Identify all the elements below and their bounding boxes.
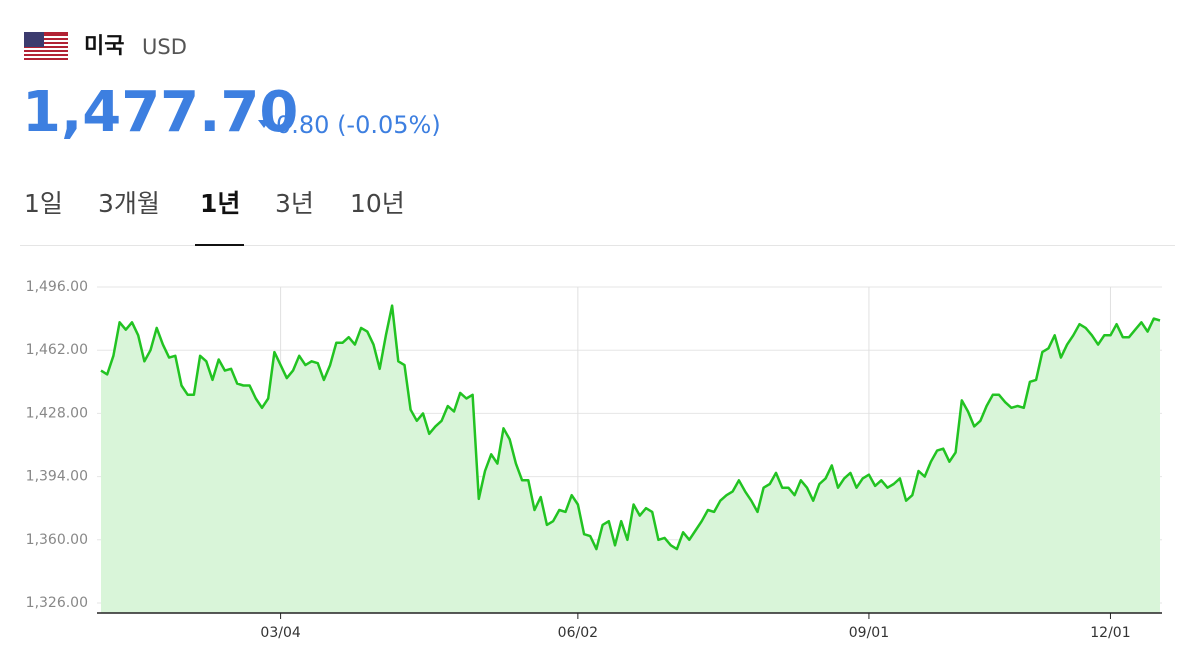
plot: 1,326.00 1,360.00 1,394.00 1,428.00 1,462.00…	[26, 279, 1162, 641]
us-flag	[24, 32, 68, 60]
price: 1,477.70	[22, 80, 298, 145]
x-tick-label: 03/04	[260, 625, 300, 641]
y-tick-label: 1,394.00	[26, 469, 88, 485]
tab[interactable]: 3년	[275, 189, 314, 218]
down-arrow	[258, 120, 270, 128]
tab[interactable]: 10년	[350, 189, 405, 218]
tab[interactable]: 3개월	[98, 189, 160, 218]
tab[interactable]: 1일	[24, 189, 63, 218]
currency: USD	[142, 35, 187, 59]
y-tick-label: 1,428.00	[26, 405, 88, 421]
x-tick-label: 06/02	[558, 625, 598, 641]
country: 미국	[84, 34, 124, 59]
line	[100, 304, 1161, 551]
y-tick-label: 1,462.00	[26, 342, 88, 358]
y-tick-label: 1,360.00	[26, 532, 88, 548]
x-tick-label: 12/01	[1090, 625, 1130, 641]
tab-active[interactable]: 1년	[200, 189, 240, 218]
y-tick-label: 1,326.00	[26, 595, 88, 611]
separator	[20, 245, 1175, 246]
change: 0.80 (-0.05%)	[276, 111, 441, 139]
tab-underline	[195, 244, 244, 246]
y-tick-label: 1,496.00	[26, 279, 88, 295]
area	[101, 305, 1160, 613]
x-tick-label: 09/01	[849, 625, 889, 641]
